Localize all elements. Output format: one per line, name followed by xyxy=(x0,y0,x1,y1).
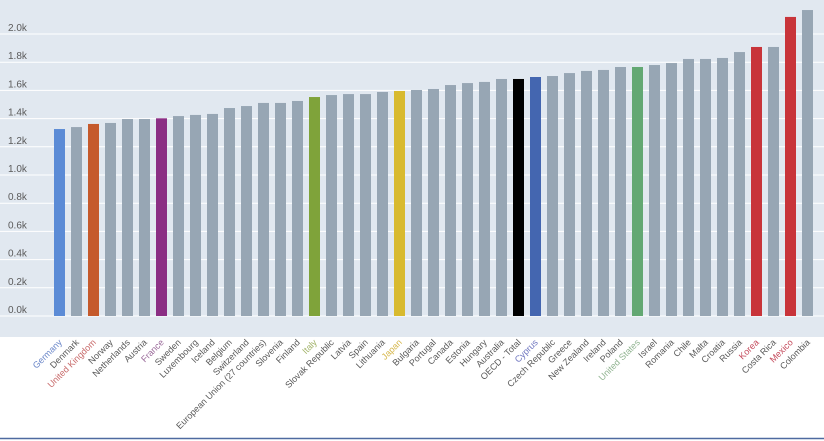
y-axis-ticks: 0.0k 0.2k 0.4k 0.6k 0.8k 1.0k 1.2k 1.4k 1.6k 1.8k… xyxy=(8,23,28,316)
bar-united-kingdom xyxy=(88,123,99,316)
bar-portugal xyxy=(428,88,439,317)
bar-luxembourg xyxy=(190,114,201,317)
bar-slovak-republic xyxy=(326,95,337,316)
x-tick-label: Latvia xyxy=(329,337,353,361)
y-tick-label: 0.8k xyxy=(8,192,28,203)
bar-switzerland xyxy=(241,106,252,317)
bar-lithuania xyxy=(377,91,388,317)
bar-colombia xyxy=(802,10,813,317)
y-tick-label: 0.6k xyxy=(8,220,28,231)
bar-netherlands xyxy=(122,119,133,316)
bar-czech-republic xyxy=(547,76,558,316)
bar-malta xyxy=(700,58,711,316)
bar-croatia xyxy=(717,57,728,316)
bar-israel xyxy=(649,65,660,317)
bar-ireland xyxy=(598,69,609,316)
bar-slovenia xyxy=(275,102,286,316)
y-tick-label: 0.4k xyxy=(8,249,28,260)
bar-costa-rica xyxy=(768,46,779,317)
bar-austria xyxy=(139,119,150,316)
bar-greece xyxy=(564,73,575,316)
bar-mexico xyxy=(785,16,796,317)
bar-sweden xyxy=(173,116,184,316)
bars xyxy=(54,10,813,317)
bar-spain xyxy=(360,94,371,316)
y-tick-label: 1.4k xyxy=(8,108,28,119)
bar-hungary xyxy=(479,81,490,316)
bar-chile xyxy=(683,58,694,316)
bar-belgium xyxy=(224,108,235,317)
y-tick-label: 1.2k xyxy=(8,136,28,147)
bar-poland xyxy=(615,66,626,316)
bar-united-states xyxy=(632,66,643,316)
bar-romania xyxy=(666,63,677,316)
bar-france xyxy=(156,118,167,317)
bar-italy xyxy=(309,97,320,316)
y-tick-label: 0.2k xyxy=(8,277,28,288)
bar-bulgaria xyxy=(411,89,422,317)
bar-european-union-27-countries xyxy=(258,102,269,316)
bar-australia xyxy=(496,78,507,316)
bar-germany xyxy=(54,129,65,316)
bar-new-zealand xyxy=(581,70,592,316)
y-tick-label: 1.0k xyxy=(8,164,28,175)
bar-iceland xyxy=(207,113,218,317)
bar-finland xyxy=(292,100,303,316)
bar-canada xyxy=(445,85,456,317)
bar-estonia xyxy=(462,83,473,317)
bar-oecd-total xyxy=(513,78,524,316)
bar-norway xyxy=(105,122,116,316)
bar-korea xyxy=(751,46,762,317)
bar-japan xyxy=(394,90,405,317)
bar-latvia xyxy=(343,94,354,316)
bar-cyprus xyxy=(530,77,541,316)
y-tick-label: 1.6k xyxy=(8,79,28,90)
bar-russia xyxy=(734,52,745,316)
y-tick-label: 2.0k xyxy=(8,23,28,34)
bar-denmark xyxy=(71,127,82,316)
y-tick-label: 1.8k xyxy=(8,51,28,62)
y-tick-label: 0.0k xyxy=(8,305,28,316)
